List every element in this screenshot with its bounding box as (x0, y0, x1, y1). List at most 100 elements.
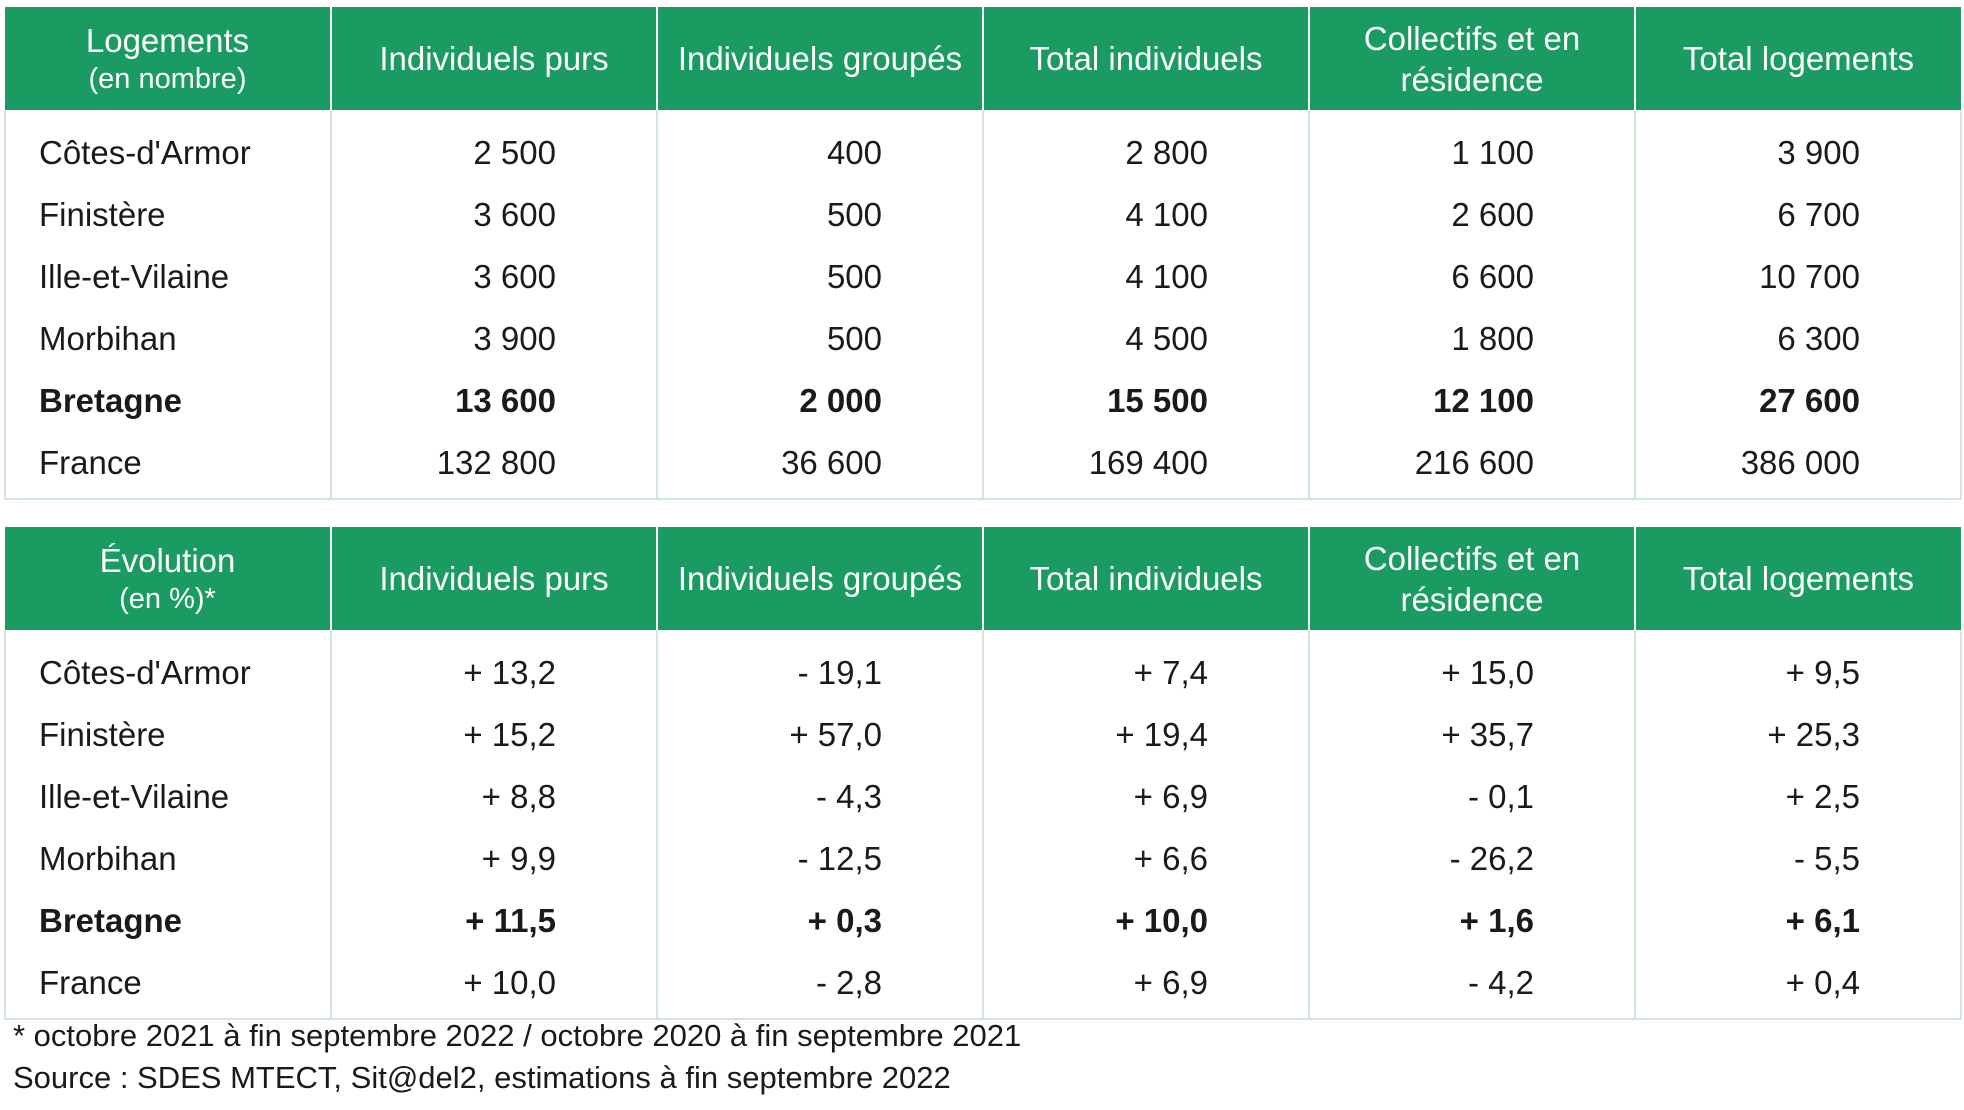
cell-value: + 6,1 (1634, 890, 1962, 952)
cell-value: + 6,9 (982, 952, 1309, 1020)
header-collectifs: Collectifs et en résidence (1308, 527, 1635, 630)
cell-value: 13 600 (330, 370, 657, 432)
row-name: Ille-et-Vilaine (4, 246, 331, 308)
cell-value: 169 400 (982, 432, 1309, 500)
header-label-unit: (en %)* (119, 583, 216, 615)
cell-value: + 25,3 (1634, 704, 1962, 766)
cell-value: - 2,8 (656, 952, 983, 1020)
cell-value: 500 (656, 308, 983, 370)
row-name: France (4, 432, 331, 500)
cell-value: 400 (656, 110, 983, 184)
table-row: Ille-et-Vilaine + 8,8 - 4,3 + 6,9 - 0,1 … (4, 766, 1962, 828)
cell-value: 6 300 (1634, 308, 1962, 370)
row-name: Morbihan (4, 308, 331, 370)
cell-value: 4 100 (982, 246, 1309, 308)
cell-value: + 0,4 (1634, 952, 1962, 1020)
cell-value: 1 100 (1308, 110, 1635, 184)
cell-value: - 12,5 (656, 828, 983, 890)
cell-value: + 6,6 (982, 828, 1309, 890)
table-row: Finistère + 15,2 + 57,0 + 19,4 + 35,7 + … (4, 704, 1962, 766)
row-name: Ille-et-Vilaine (4, 766, 331, 828)
cell-value: 36 600 (656, 432, 983, 500)
cell-value: 6 700 (1634, 184, 1962, 246)
header-label: Évolution (en %)* (5, 527, 331, 630)
cell-value: - 4,2 (1308, 952, 1635, 1020)
cell-value: 6 600 (1308, 246, 1635, 308)
table-header-row: Évolution (en %)* Individuels purs Indiv… (5, 527, 1961, 630)
table-row: Ille-et-Vilaine 3 600 500 4 100 6 600 10… (4, 246, 1962, 308)
cell-value: 4 100 (982, 184, 1309, 246)
header-label-main: Logements (85, 22, 250, 59)
cell-value: + 9,5 (1634, 630, 1962, 704)
header-collectifs: Collectifs et en résidence (1308, 7, 1635, 110)
header-label-main: Évolution (99, 542, 236, 579)
cell-value: + 19,4 (982, 704, 1309, 766)
header-total-individuels: Total individuels (982, 527, 1309, 630)
row-name: Finistère (4, 184, 331, 246)
cell-value: + 13,2 (330, 630, 657, 704)
cell-value: + 10,0 (330, 952, 657, 1020)
row-name: Bretagne (4, 890, 331, 952)
header-individuels-groupes: Individuels groupés (656, 527, 983, 630)
cell-value: + 9,9 (330, 828, 657, 890)
cell-value: 216 600 (1308, 432, 1635, 500)
row-name: Côtes-d'Armor (4, 110, 331, 184)
header-label-unit: (en nombre) (88, 63, 247, 95)
cell-value: - 5,5 (1634, 828, 1962, 890)
cell-value: 3 600 (330, 246, 657, 308)
cell-value: 3 900 (330, 308, 657, 370)
cell-value: 500 (656, 184, 983, 246)
cell-value: + 7,4 (982, 630, 1309, 704)
table-row: France 132 800 36 600 169 400 216 600 38… (4, 432, 1962, 500)
header-individuels-purs: Individuels purs (330, 527, 657, 630)
cell-value: + 2,5 (1634, 766, 1962, 828)
footnote-period: * octobre 2021 à fin septembre 2022 / oc… (13, 1018, 1022, 1053)
housing-evolution-table: Évolution (en %)* Individuels purs Indiv… (4, 527, 1962, 1020)
cell-value: 27 600 (1634, 370, 1962, 432)
cell-value: 132 800 (330, 432, 657, 500)
cell-value: + 8,8 (330, 766, 657, 828)
cell-value: 4 500 (982, 308, 1309, 370)
header-total-individuels: Total individuels (982, 7, 1309, 110)
row-name: Côtes-d'Armor (4, 630, 331, 704)
cell-value: + 15,2 (330, 704, 657, 766)
cell-value: 2 600 (1308, 184, 1635, 246)
table-row-total-region: Bretagne + 11,5 + 0,3 + 10,0 + 1,6 + 6,1 (4, 890, 1962, 952)
cell-value: 15 500 (982, 370, 1309, 432)
cell-value: 2 000 (656, 370, 983, 432)
table-row: Morbihan + 9,9 - 12,5 + 6,6 - 26,2 - 5,5 (4, 828, 1962, 890)
cell-value: - 4,3 (656, 766, 983, 828)
cell-value: 500 (656, 246, 983, 308)
header-individuels-purs: Individuels purs (330, 7, 657, 110)
source-note: Source : SDES MTECT, Sit@del2, estimatio… (13, 1060, 951, 1095)
row-name: Bretagne (4, 370, 331, 432)
cell-value: 2 500 (330, 110, 657, 184)
cell-value: 1 800 (1308, 308, 1635, 370)
cell-value: + 15,0 (1308, 630, 1635, 704)
table-row: Finistère 3 600 500 4 100 2 600 6 700 (4, 184, 1962, 246)
table-row: France + 10,0 - 2,8 + 6,9 - 4,2 + 0,4 (4, 952, 1962, 1020)
row-name: Morbihan (4, 828, 331, 890)
cell-value: - 19,1 (656, 630, 983, 704)
cell-value: 386 000 (1634, 432, 1962, 500)
cell-value: + 11,5 (330, 890, 657, 952)
cell-value: + 35,7 (1308, 704, 1635, 766)
cell-value: 3 600 (330, 184, 657, 246)
cell-value: 12 100 (1308, 370, 1635, 432)
cell-value: + 1,6 (1308, 890, 1635, 952)
table-row-total-region: Bretagne 13 600 2 000 15 500 12 100 27 6… (4, 370, 1962, 432)
cell-value: - 26,2 (1308, 828, 1635, 890)
table-row: Morbihan 3 900 500 4 500 1 800 6 300 (4, 308, 1962, 370)
housing-counts-table: Logements (en nombre) Individuels purs I… (4, 7, 1962, 500)
cell-value: 3 900 (1634, 110, 1962, 184)
header-label: Logements (en nombre) (5, 7, 331, 110)
cell-value: 10 700 (1634, 246, 1962, 308)
cell-value: - 0,1 (1308, 766, 1635, 828)
header-individuels-groupes: Individuels groupés (656, 7, 983, 110)
cell-value: + 6,9 (982, 766, 1309, 828)
cell-value: 2 800 (982, 110, 1309, 184)
header-total-logements: Total logements (1634, 527, 1961, 630)
row-name: France (4, 952, 331, 1020)
cell-value: + 0,3 (656, 890, 983, 952)
row-name: Finistère (4, 704, 331, 766)
